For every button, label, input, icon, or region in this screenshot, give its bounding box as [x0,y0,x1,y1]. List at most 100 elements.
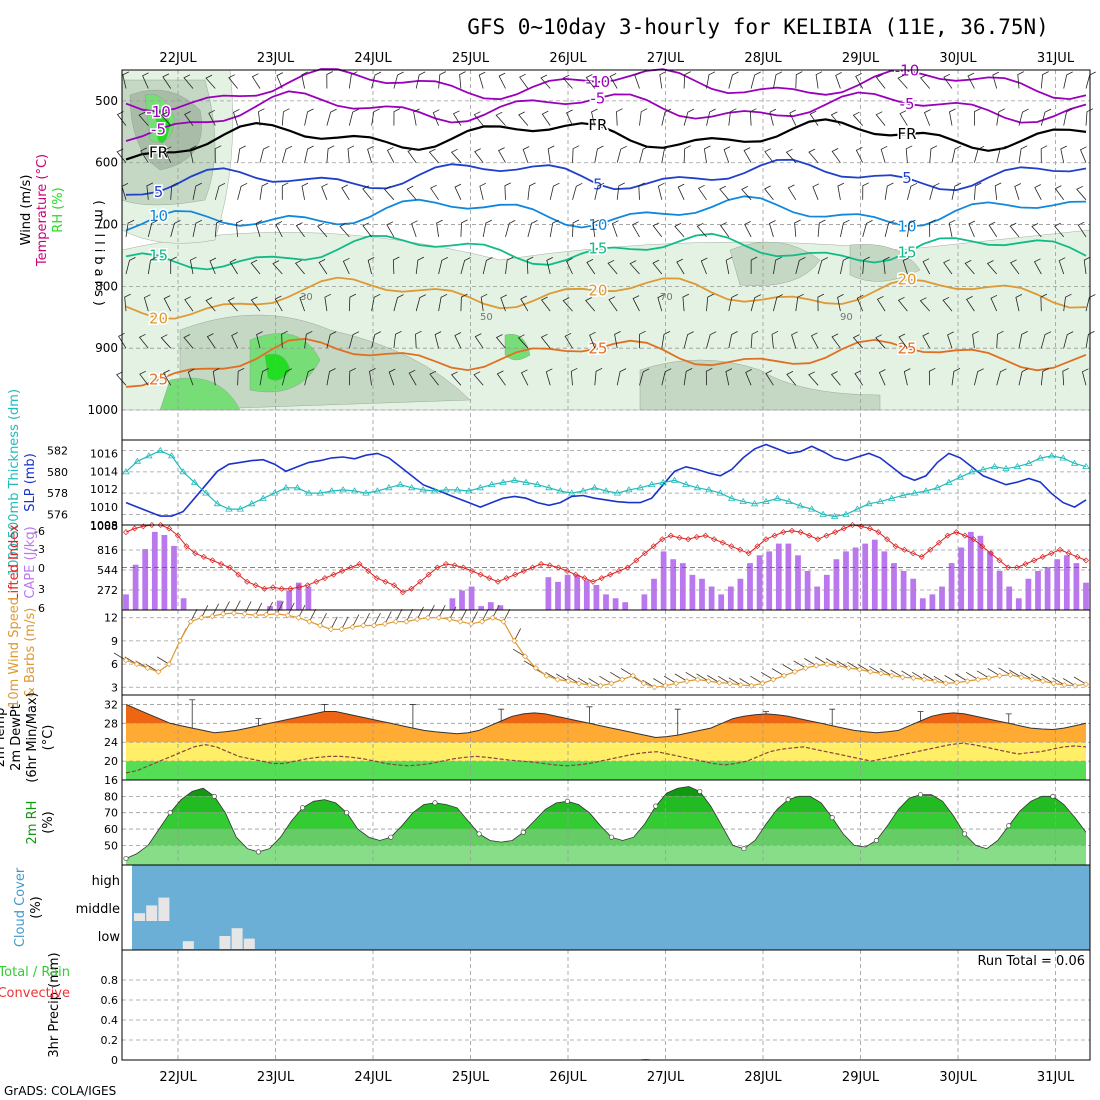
wind-barb [212,368,220,386]
wind-barb [773,71,783,89]
wind-barb [855,73,864,89]
wind-barb [125,219,135,237]
wind-barb [592,219,599,237]
date-label-bottom: 31JUL [1037,1070,1075,1085]
wind-barb [812,183,820,200]
wind-barb [500,294,507,312]
wind-speed-marker [371,622,378,629]
wind-barb [1077,221,1087,238]
wind-barb [831,148,841,163]
wind-speed-marker [878,670,885,677]
lifted-index-marker [598,575,605,582]
lifted-index-marker [832,529,839,536]
panel-side-label: SLP (mb) [23,453,38,512]
thickness-marker [1070,459,1079,466]
wind-barb [570,367,578,386]
wind-barb [348,331,360,349]
panel-side-label: RH (%) [51,187,66,232]
wind-barb [1040,331,1052,349]
wind-barb [974,368,984,386]
slp-thickness-frame [121,439,1091,526]
wind-barb [450,148,462,163]
thickness-marker [453,486,462,493]
thickness-marker [430,487,439,494]
wind10m-barb [717,675,731,684]
thickness-marker [316,489,325,496]
wind-barb [348,108,359,126]
wind-speed-marker [781,672,787,679]
cape-tick: 816 [97,544,118,557]
wind10m-barb [492,605,500,618]
cape-bar [171,545,177,610]
lifted-index-marker [788,527,795,534]
wind-barb [564,332,573,349]
cape-bar [1073,563,1080,610]
wind-barb [676,258,685,275]
wind10m-barb [955,673,968,682]
lifted-index-marker [1005,564,1012,571]
wind-speed-marker [630,672,636,679]
thickness-marker [282,484,290,491]
wind-barb [765,370,774,386]
wind-barb [634,71,641,89]
wind10m-barb [663,675,677,684]
wind-barb [434,331,442,349]
thickness-marker [819,510,827,517]
thickness-marker [647,480,656,487]
lifted-index-marker [745,550,752,557]
cape-bar [497,605,504,610]
wind-barb [408,369,417,386]
wind-barb [994,182,1002,200]
lifted-index-marker [356,561,363,567]
wind-barb [639,108,648,126]
wind-barb [281,368,293,386]
thickness-marker [1025,459,1033,466]
wind-speed-marker [392,618,399,625]
thickness-marker [636,484,645,491]
wind-speed-marker [209,613,216,620]
rh-marker [829,815,835,821]
wind-barb [522,146,530,163]
cape-bar [1044,567,1051,610]
date-label-top: 22JUL [159,51,197,66]
wind-barb [495,111,506,126]
thickness-marker [293,484,302,491]
cape-bar [487,602,494,610]
panel-side-label: 2m Temp [0,708,8,768]
wind10m-barb [330,616,338,630]
cloud-bar [219,936,231,949]
isotherm-line [125,232,1087,271]
thickness-marker [133,457,142,464]
temp-line [125,703,1087,739]
wind-barb [875,334,886,349]
wind10m-barb [847,661,860,670]
wind-barb [750,294,761,312]
wind-barb [304,108,314,126]
wind-speed-marker [500,618,507,625]
cape-bar [929,594,936,610]
maxmin-whisker [674,708,681,736]
precip-panel: Run Total = 0.06 0 0.2 0.4 0.6 0.8 3hr Precip… [0,949,1091,1067]
wind-speed-marker [727,680,733,687]
lifted-index-marker [503,575,510,582]
wind10m-barb [771,668,785,677]
wind-barb [951,182,962,200]
wind-barb [725,368,733,386]
rh-tick: 60 [104,823,118,836]
wind-barb [750,330,759,349]
wind-speed-marker [834,662,841,669]
wind-barb [318,259,328,275]
wind-speed-marker [489,614,496,621]
wind-barb [495,334,506,349]
lifted-index-marker [546,562,553,569]
lifted-index-marker [382,578,389,585]
temp-band [126,723,1086,743]
lifted-index-marker [616,568,622,574]
wind-barb [1063,71,1073,89]
wind-barb [541,110,551,126]
panel-side-label: & Barbs (m/s) [23,608,38,698]
wind-barb [966,296,975,312]
wind-barb [608,296,618,312]
lifted-index-marker [512,571,519,578]
cloud-level-label: middle [76,902,120,917]
